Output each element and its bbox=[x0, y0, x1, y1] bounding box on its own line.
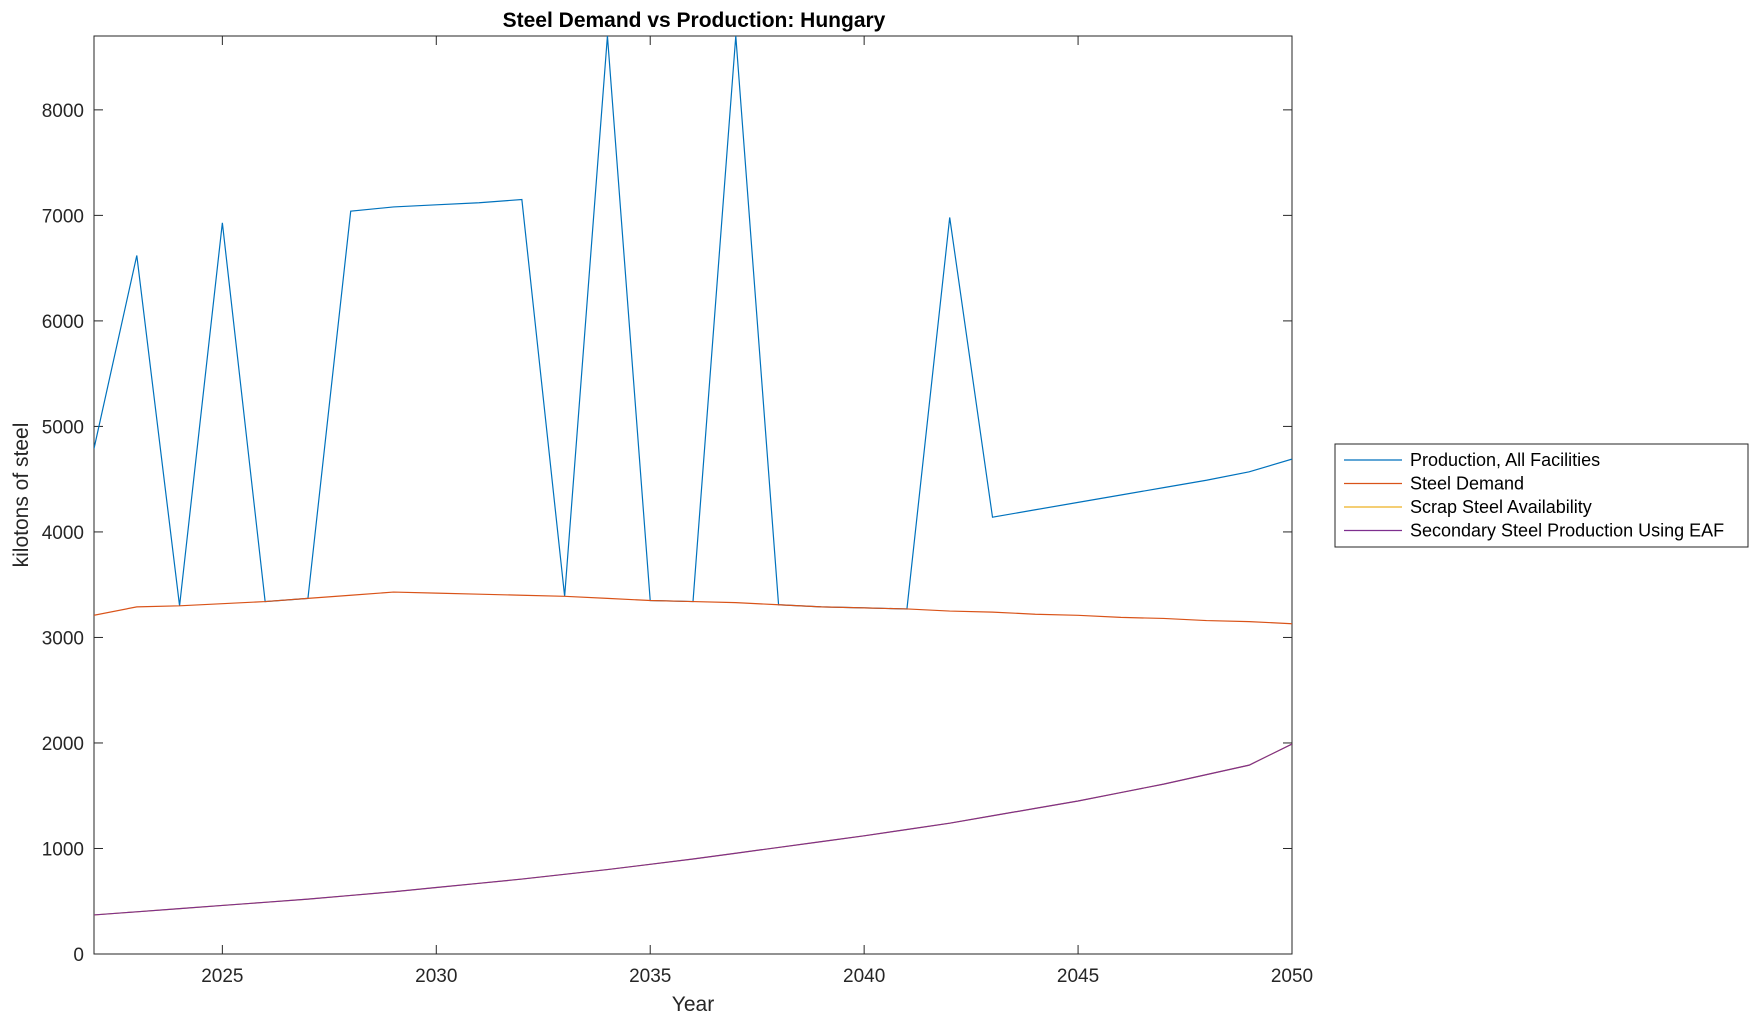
y-tick-label: 7000 bbox=[42, 206, 84, 227]
x-tick-label: 2030 bbox=[415, 966, 457, 987]
y-axis-label: kilotons of steel bbox=[10, 423, 33, 568]
x-tick-label: 2035 bbox=[629, 966, 671, 987]
series-line-3 bbox=[94, 743, 1292, 916]
plot-area bbox=[93, 35, 1293, 955]
series-lines bbox=[94, 36, 1292, 916]
y-tick-label: 4000 bbox=[42, 523, 84, 544]
y-tick-label: 1000 bbox=[42, 839, 84, 860]
legend-box bbox=[1334, 443, 1749, 548]
x-tick-label: 2045 bbox=[1057, 966, 1099, 987]
x-tick-label: 2025 bbox=[201, 966, 243, 987]
x-axis-label: Year bbox=[672, 993, 714, 1016]
y-tick-label: 2000 bbox=[42, 734, 84, 755]
legend-entry-3: Secondary Steel Production Using EAF bbox=[1410, 521, 1724, 541]
y-tick-label: 8000 bbox=[42, 101, 84, 122]
legend-entry-1: Steel Demand bbox=[1410, 474, 1524, 494]
y-tick-label: 0 bbox=[73, 945, 84, 966]
series-line-1 bbox=[94, 591, 1292, 625]
legend: Production, All Facilities Steel Demand Sc… bbox=[1334, 443, 1749, 548]
x-tick-label: 2040 bbox=[843, 966, 885, 987]
y-tick-label: 3000 bbox=[42, 628, 84, 649]
y-tick-label: 5000 bbox=[42, 417, 84, 438]
chart-title: Steel Demand vs Production: Hungary bbox=[503, 9, 886, 32]
y-tick-label: 6000 bbox=[42, 312, 84, 333]
axis-ticks: 2025 2030 2035 2040 2045 2050 0 1000 2000 3000 400… bbox=[42, 36, 1313, 987]
legend-entry-2: Scrap Steel Availability bbox=[1410, 497, 1592, 517]
legend-entry-0: Production, All Facilities bbox=[1410, 450, 1600, 470]
x-tick-label: 2050 bbox=[1271, 966, 1313, 987]
